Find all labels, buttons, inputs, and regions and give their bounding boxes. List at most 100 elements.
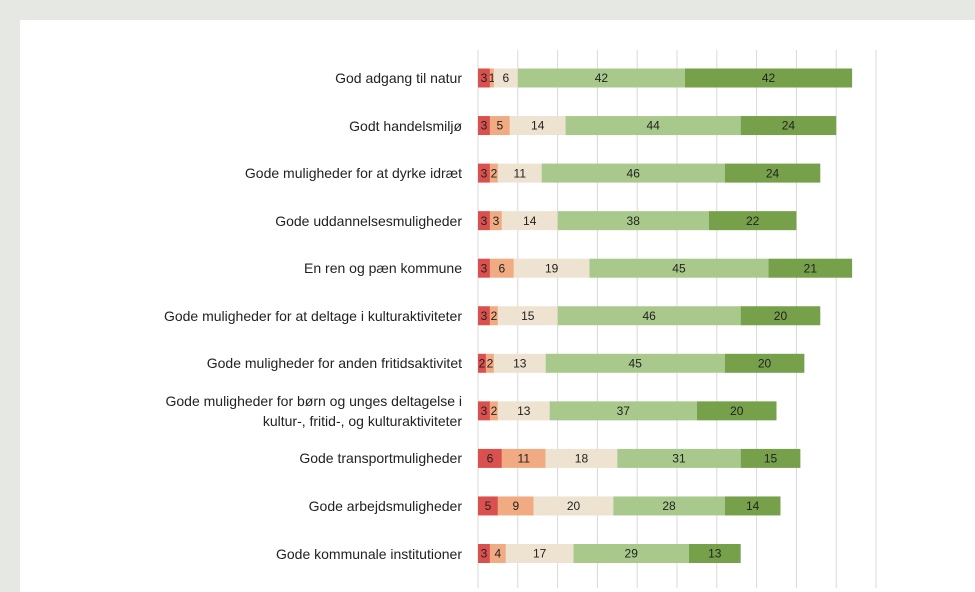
category-label: En ren og pæn kommune (304, 260, 462, 277)
bar-segment (545, 353, 725, 373)
value-label: 29 (625, 547, 639, 561)
value-label: 20 (567, 499, 581, 513)
bar-segment (768, 258, 853, 278)
bar-segment (573, 544, 689, 563)
value-label: 13 (513, 356, 527, 370)
value-label: 31 (672, 452, 686, 466)
value-label: 2 (479, 356, 486, 370)
value-label: 3 (493, 214, 500, 228)
value-label: 45 (672, 261, 686, 275)
value-label: 4 (495, 547, 502, 561)
bar-segment (489, 258, 514, 278)
bar-segment (478, 353, 486, 373)
bar-segment (489, 68, 494, 88)
bar-segment (740, 448, 801, 468)
bar-segment (478, 68, 490, 88)
value-label: 22 (746, 214, 760, 228)
value-label: 11 (518, 452, 531, 466)
bar-segment (613, 496, 725, 516)
bar-segment (489, 163, 498, 183)
category-label: Gode uddannelsesmuligheder (275, 212, 462, 229)
bar-segment (478, 163, 490, 183)
value-label: 14 (531, 119, 545, 133)
value-label: 2 (491, 404, 498, 418)
bar-segment (478, 544, 490, 563)
bar-segment (545, 448, 618, 468)
category-label: Gode muligheder for anden fritidsaktivit… (206, 355, 462, 372)
value-label: 20 (758, 356, 772, 370)
value-label: 5 (497, 119, 504, 133)
bar-segment (724, 353, 805, 373)
bar-segment (493, 68, 518, 88)
category-label: Gode muligheder for at dyrke idræt (244, 165, 462, 182)
bar-segment (478, 306, 490, 326)
bar-segment (533, 496, 614, 516)
value-label: 3 (481, 547, 488, 561)
bar-segment (696, 401, 777, 421)
value-label: 11 (514, 166, 527, 180)
bar-segment (505, 544, 574, 563)
value-label: 5 (485, 499, 492, 513)
category-label: Gode muligheder for at deltage i kultura… (163, 307, 462, 324)
value-label: 3 (481, 404, 488, 418)
bar-segment (489, 544, 506, 563)
bar-segment (489, 116, 510, 136)
bar-segment (489, 306, 498, 326)
bar-segment (489, 211, 502, 231)
bar-segment (485, 353, 494, 373)
value-label: 19 (545, 261, 559, 275)
value-label: 38 (627, 214, 641, 228)
value-label: 15 (521, 309, 535, 323)
value-label: 14 (746, 499, 760, 513)
value-label: 2 (491, 166, 498, 180)
value-label: 14 (523, 214, 537, 228)
bar-segment (708, 211, 797, 231)
bar-segment (493, 353, 546, 373)
bar-segment (740, 306, 821, 326)
category-label: Gode arbejdsmuligheder (308, 497, 462, 514)
bar-segment (557, 306, 741, 326)
bar-segment (513, 258, 590, 278)
bar-segment (489, 401, 498, 421)
category-label: God adgang til natur (335, 70, 462, 86)
bar-segment (497, 496, 534, 516)
value-label: 6 (487, 452, 494, 466)
value-label: 20 (774, 309, 788, 323)
category-label: Gode transportmuligheder (299, 450, 462, 467)
value-label: 6 (499, 261, 506, 275)
value-label: 24 (782, 119, 796, 133)
category-label: Godt handelsmiljø (349, 117, 462, 134)
value-label: 42 (595, 71, 609, 85)
value-label: 17 (533, 547, 547, 561)
value-label: 18 (575, 452, 589, 466)
bar-segment (478, 211, 490, 231)
bar-segment (497, 306, 558, 326)
bar-segment (501, 211, 558, 231)
value-label: 13 (708, 547, 722, 561)
value-label: 24 (766, 166, 780, 180)
value-label: 37 (617, 404, 631, 418)
value-label: 3 (481, 214, 488, 228)
value-label: 45 (629, 356, 643, 370)
bar-segment (478, 258, 490, 278)
value-label: 3 (481, 309, 488, 323)
bar-segment (724, 496, 781, 516)
bar-segment (617, 448, 741, 468)
bar-segment (478, 116, 490, 136)
value-label: 20 (730, 404, 744, 418)
value-label: 15 (764, 452, 778, 466)
value-label: 2 (487, 356, 494, 370)
bar-segment (684, 68, 853, 88)
value-label: 21 (804, 261, 818, 275)
value-label: 3 (481, 261, 488, 275)
bar-segment (724, 163, 821, 183)
bar-segment (565, 116, 741, 136)
bar-segment (478, 496, 498, 516)
bar-segment (478, 448, 502, 468)
category-label: Gode muligheder for børn og unges deltag… (165, 392, 462, 429)
bar-segment (541, 163, 725, 183)
value-label: 28 (662, 499, 676, 513)
bar-segment (589, 258, 769, 278)
